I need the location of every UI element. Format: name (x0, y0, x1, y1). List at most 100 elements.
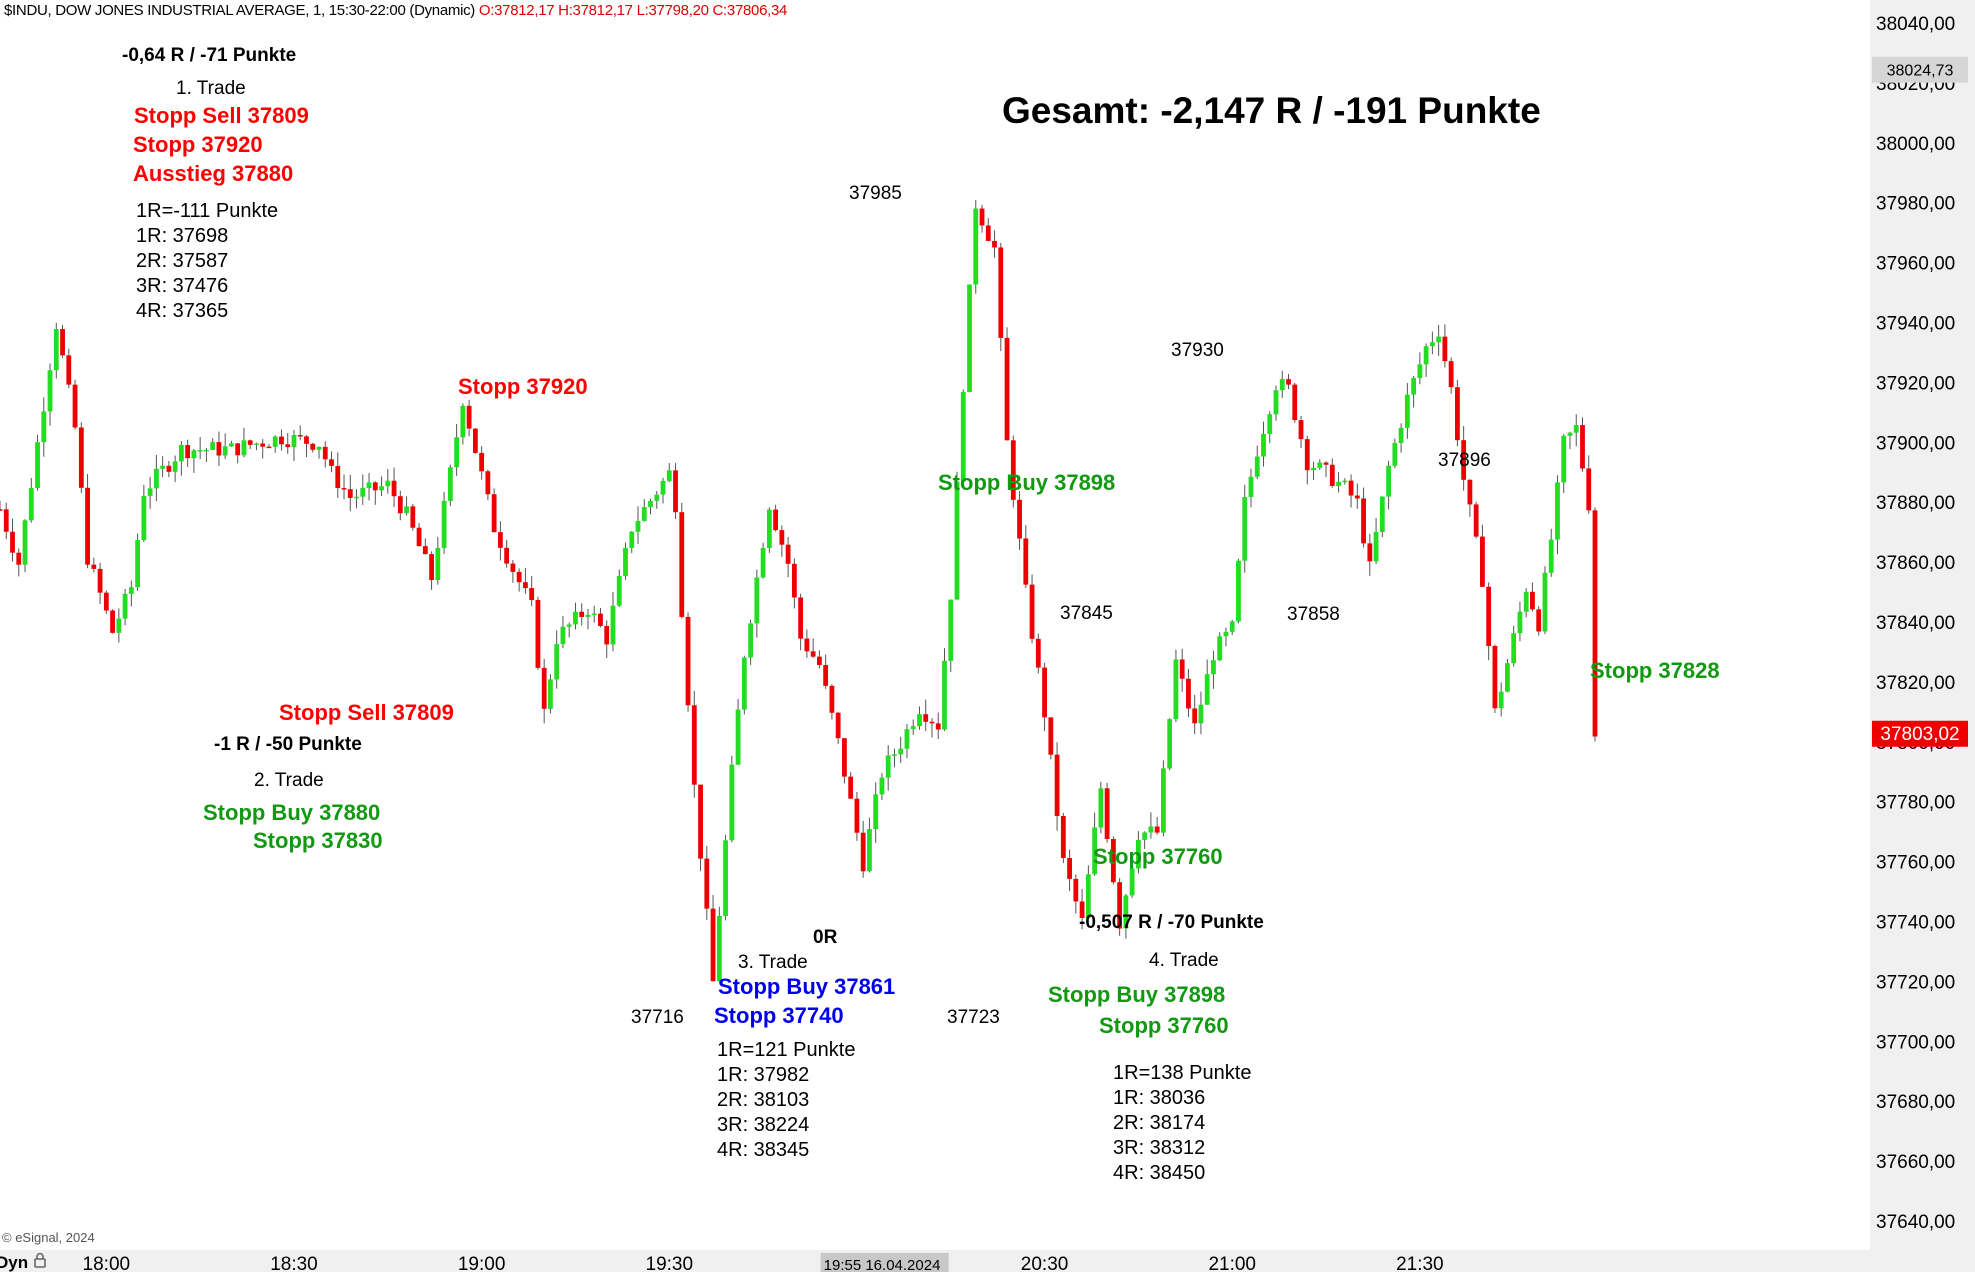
candle (529, 576, 535, 607)
candle-body-up (1129, 868, 1135, 896)
y-tick-label: 37860,00 (1876, 553, 1955, 574)
trade-3-r-levels: 1R=121 Punkte 1R: 37982 2R: 38103 3R: 38… (717, 1038, 855, 1163)
chart-header: $INDU, DOW JONES INDUSTRIAL AVERAGE, 1, … (4, 2, 787, 19)
dynamic-mode-toggle[interactable]: Dyn (0, 1253, 29, 1272)
candle (791, 558, 797, 609)
x-tick-label: 18:00 (83, 1254, 131, 1272)
candle (103, 590, 109, 614)
trade-1-order-stop: Stopp 37920 (133, 132, 263, 157)
candle-body-down (673, 470, 678, 513)
candle-body-up (741, 657, 747, 710)
candle-body-up (748, 623, 753, 658)
candle-body-up (147, 488, 153, 496)
lock-icon[interactable] (34, 1252, 46, 1268)
candle-body-up (1135, 839, 1141, 869)
candle (66, 348, 72, 389)
trade-1-order-exit: Ausstieg 37880 (133, 161, 294, 186)
candle-body-down (929, 721, 935, 724)
candle (422, 538, 428, 555)
candle (1261, 421, 1266, 467)
candle-body-down (410, 506, 416, 528)
candle-body-up (898, 748, 904, 755)
stopp-buy-37898-label: Stopp Buy 37898 (938, 470, 1116, 495)
candle-body-down (985, 225, 991, 241)
r-level: 1R: 38036 (1113, 1087, 1206, 1109)
candle (391, 467, 397, 508)
candle (1511, 625, 1517, 667)
candle (1273, 385, 1279, 421)
candle (172, 455, 178, 483)
candle-body-down (979, 208, 985, 226)
candle (810, 638, 816, 659)
candle (1236, 558, 1241, 624)
candle-body-down (485, 471, 491, 495)
candle (354, 489, 359, 509)
candle-body-up (1436, 336, 1442, 343)
candle-body-up (1517, 611, 1523, 634)
candle-body-up (366, 482, 372, 489)
candle-body-down (10, 531, 15, 553)
last-price-marker (1872, 720, 1968, 747)
candle (1161, 760, 1166, 837)
candle (216, 431, 222, 466)
y-tick-label: 37980,00 (1876, 194, 1955, 215)
candle (1530, 582, 1535, 612)
candle (942, 648, 947, 731)
candle (1580, 417, 1585, 472)
candle-body-down (329, 459, 334, 466)
candle (504, 539, 510, 568)
candle-body-down (266, 446, 272, 449)
candle (397, 490, 403, 521)
candle (1286, 373, 1291, 390)
candle (1329, 458, 1335, 488)
candle-body-down (935, 723, 941, 730)
trade-3-order-stop: Stopp 37740 (714, 1003, 844, 1028)
candle-body-up (641, 507, 647, 521)
candle (1110, 836, 1116, 885)
candle-body-down (1067, 857, 1072, 879)
y-tick-label: 37660,00 (1876, 1152, 1955, 1173)
candle (1473, 501, 1479, 539)
price-axis-panel (1870, 0, 1975, 1272)
candle (178, 441, 184, 476)
candle-body-down (1329, 464, 1335, 486)
candle-body-up (47, 370, 53, 412)
candle (116, 608, 122, 643)
candle-body-up (1229, 621, 1235, 632)
candle-body-down (1117, 882, 1123, 929)
candle-body-down (1192, 708, 1198, 724)
candle (491, 488, 497, 533)
candle (279, 429, 284, 451)
candle-body-down (1492, 645, 1498, 709)
candle (441, 491, 447, 554)
candle (829, 684, 835, 720)
candle-body-up (892, 754, 897, 756)
candle (1004, 327, 1010, 441)
r-level: 1R: 37698 (136, 225, 229, 247)
candle-body-down (710, 908, 716, 982)
candle (91, 557, 97, 573)
candle-body-up (1142, 832, 1148, 840)
candle-body-down (848, 776, 854, 799)
candle (435, 536, 441, 585)
trade-1-order-entry: Stopp Sell 37809 (134, 103, 309, 128)
candle-body-down (416, 527, 422, 547)
candle-body-up (1386, 465, 1391, 497)
candle-body-down (854, 798, 860, 833)
candle-body-down (1323, 462, 1329, 465)
candle-body-down (1286, 379, 1291, 385)
candle-body-up (1204, 674, 1210, 705)
candle-body-down (479, 452, 485, 472)
candle-body-up (729, 764, 735, 841)
candle-body-up (723, 840, 728, 916)
candle (1060, 812, 1066, 864)
candle-body-up (447, 467, 453, 501)
candle-body-down (491, 494, 497, 533)
candle-body-up (1223, 631, 1229, 637)
candle-body-up (904, 729, 910, 749)
candle (1542, 566, 1548, 635)
candle (1348, 474, 1354, 508)
candle (197, 436, 203, 460)
candle (347, 474, 353, 512)
